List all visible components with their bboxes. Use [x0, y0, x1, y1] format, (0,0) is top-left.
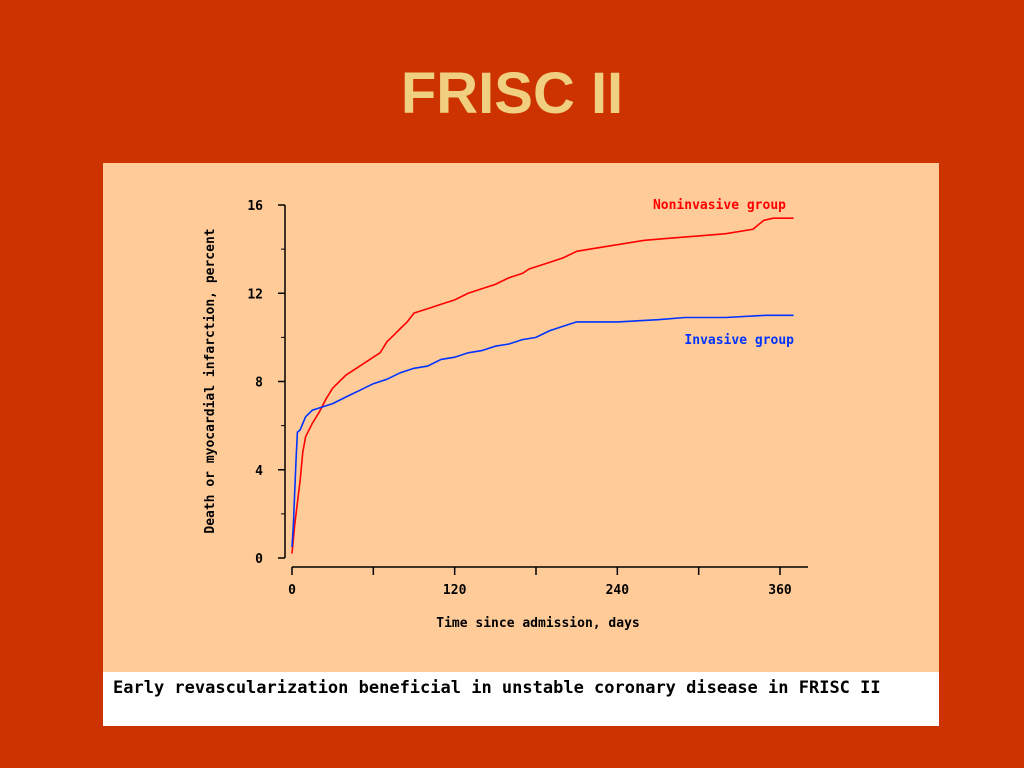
y-tick-label: 0 — [255, 552, 263, 567]
series-label-invasive: Invasive group — [684, 333, 794, 348]
chart-panel: 0 4 8 12 16 0 120 240 360 Time since admission, d… — [103, 163, 939, 672]
y-tick-label: 12 — [247, 287, 263, 302]
y-tick-label: 4 — [255, 464, 263, 479]
caption-text: Early revascularization beneficial in un… — [113, 678, 881, 698]
x-tick-label: 240 — [606, 583, 630, 598]
x-axis-label: Time since admission, days — [436, 616, 640, 631]
caption-box: Early revascularization beneficial in un… — [103, 672, 939, 726]
x-tick-label: 360 — [768, 583, 792, 598]
x-tick-label: 120 — [443, 583, 467, 598]
y-tick-label: 8 — [255, 376, 263, 391]
series-layer — [291, 217, 794, 554]
slide-title: FRISC II — [400, 61, 624, 126]
x-tick-label: 0 — [288, 583, 296, 598]
y-axis-label: Death or myocardial infarction, percent — [203, 228, 218, 533]
series-line-1 — [291, 314, 794, 548]
axes — [278, 204, 808, 575]
y-tick-label: 16 — [247, 199, 263, 214]
series-line-0 — [291, 217, 794, 554]
series-label-noninvasive: Noninvasive group — [653, 198, 786, 213]
chart: 0 4 8 12 16 0 120 240 360 Time since admission, d… — [203, 198, 808, 631]
labels: 0 4 8 12 16 0 120 240 360 Time since admission, d… — [203, 198, 794, 631]
